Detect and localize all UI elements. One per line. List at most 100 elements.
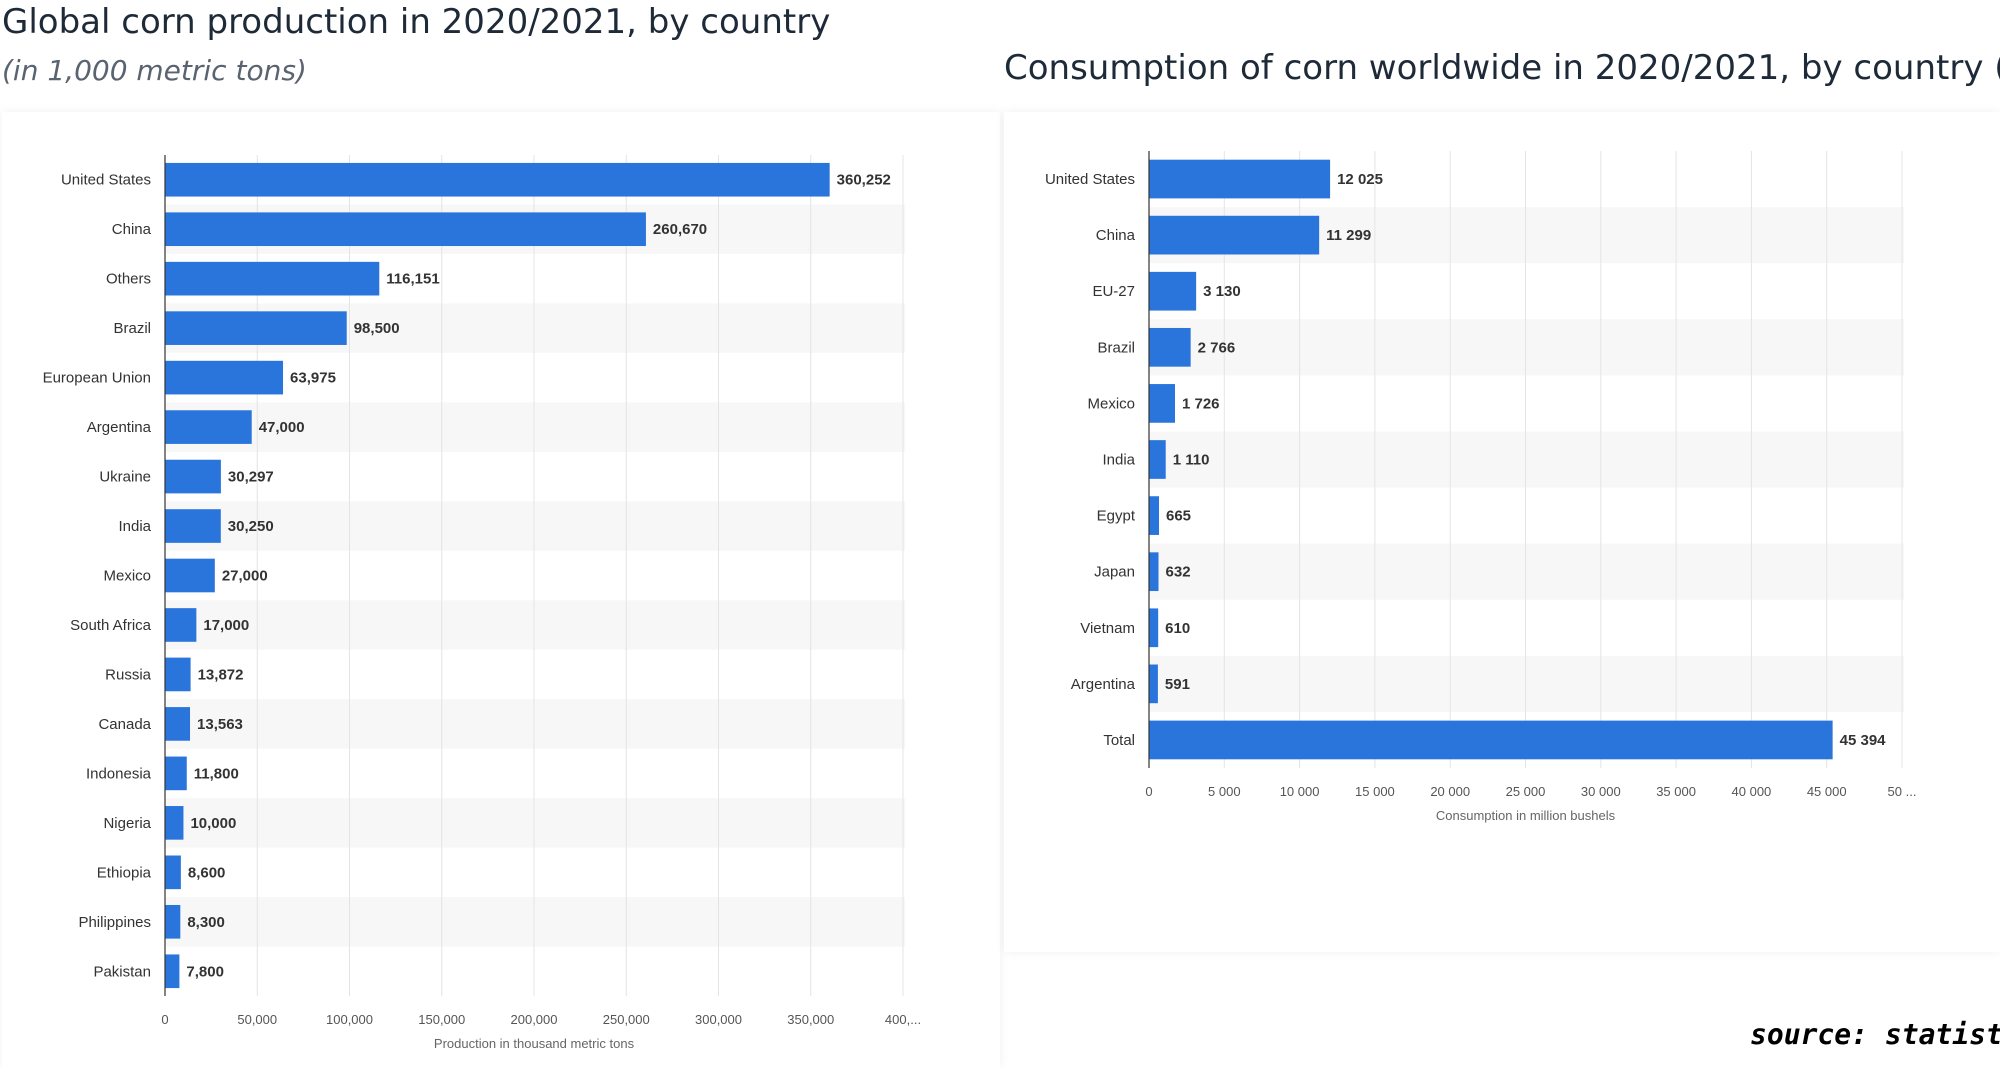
production-category-label: South Africa xyxy=(70,617,152,634)
production-category-label: Ukraine xyxy=(99,469,151,486)
consumption-value-label: 1 726 xyxy=(1182,395,1220,412)
consumption-category-label: India xyxy=(1102,452,1135,469)
production-bar xyxy=(165,657,191,692)
consumption-tick-label: 0 xyxy=(1145,784,1152,799)
production-bar xyxy=(165,509,221,543)
consumption-value-label: 3 130 xyxy=(1203,283,1241,300)
consumption-bar xyxy=(1149,384,1175,423)
production-bar xyxy=(165,261,380,296)
consumption-axis-title: Consumption in million bushels xyxy=(1436,808,1616,823)
consumption-tick-label: 15 000 xyxy=(1355,784,1395,799)
production-value-label: 13,563 xyxy=(197,716,243,733)
consumption-band xyxy=(1149,543,1904,600)
production-value-label: 27,000 xyxy=(222,568,268,585)
consumption-tick-label: 30 000 xyxy=(1581,784,1621,799)
production-bar xyxy=(165,360,284,395)
production-tick-label: 0 xyxy=(161,1012,168,1027)
production-category-label: European Union xyxy=(43,370,151,387)
production-value-label: 10,000 xyxy=(190,815,236,832)
production-category-label: Canada xyxy=(98,716,151,733)
production-bar xyxy=(165,707,191,741)
production-tick-label: 200,000 xyxy=(511,1012,558,1027)
consumption-category-label: China xyxy=(1096,227,1136,244)
production-category-label: Russia xyxy=(105,666,152,683)
consumption-value-label: 591 xyxy=(1165,676,1190,693)
consumption-category-label: Mexico xyxy=(1087,395,1135,412)
production-band xyxy=(165,402,905,452)
production-category-label: Nigeria xyxy=(103,815,151,832)
production-bar xyxy=(165,311,347,345)
production-category-label: Others xyxy=(106,271,151,288)
consumption-bar xyxy=(1149,215,1320,255)
production-category-label: Mexico xyxy=(103,568,151,585)
production-tick-label: 50,000 xyxy=(237,1012,277,1027)
consumption-value-label: 1 110 xyxy=(1173,452,1210,469)
production-value-label: 30,297 xyxy=(228,469,274,486)
production-value-label: 8,300 xyxy=(187,914,225,931)
consumption-bar-chart: 0 5 000 10 000 15 000 20 000 25 000 30 000 35 0… xyxy=(1045,151,1916,823)
consumption-category-label: EU-27 xyxy=(1092,283,1135,300)
production-tick-label: 150,000 xyxy=(418,1012,465,1027)
production-bar xyxy=(165,855,181,890)
production-bar xyxy=(165,212,646,247)
production-value-label: 260,670 xyxy=(653,221,707,238)
production-tick-label: 300,000 xyxy=(695,1012,742,1027)
production-tick-label: 100,000 xyxy=(326,1012,373,1027)
production-category-label: China xyxy=(112,221,152,238)
production-bar xyxy=(165,558,215,593)
consumption-bar xyxy=(1149,552,1159,592)
consumption-category-label: Argentina xyxy=(1071,676,1136,693)
production-band xyxy=(165,600,905,650)
consumption-tick-label: 5 000 xyxy=(1208,784,1241,799)
production-category-label: Indonesia xyxy=(86,765,152,782)
consumption-bar xyxy=(1149,496,1160,535)
consumption-bar xyxy=(1149,159,1331,199)
consumption-chart-panel: 0 5 000 10 000 15 000 20 000 25 000 30 000 35 0… xyxy=(1004,112,2000,952)
consumption-value-label: 665 xyxy=(1166,508,1191,525)
consumption-bar xyxy=(1149,664,1158,704)
consumption-value-label: 610 xyxy=(1165,620,1190,637)
production-band xyxy=(165,699,905,749)
production-value-label: 8,600 xyxy=(188,864,226,881)
consumption-category-label: Total xyxy=(1103,732,1135,749)
consumption-tick-label: 45 000 xyxy=(1807,784,1847,799)
consumption-tick-label: 40 000 xyxy=(1732,784,1772,799)
consumption-bar xyxy=(1149,271,1197,311)
production-chart-panel: 0 50,000 100,000 150,000 200,000 250,000 300,0… xyxy=(2,112,1000,1068)
consumption-category-label: United States xyxy=(1045,171,1135,188)
consumption-category-label: Japan xyxy=(1094,564,1135,581)
consumption-tick-label: 25 000 xyxy=(1506,784,1546,799)
production-value-label: 98,500 xyxy=(354,320,400,337)
production-tick-label: 350,000 xyxy=(787,1012,834,1027)
production-bar xyxy=(165,904,181,939)
production-value-label: 360,252 xyxy=(837,172,891,189)
production-category-label: Argentina xyxy=(87,419,152,436)
consumption-bar xyxy=(1149,327,1191,367)
production-category-label: India xyxy=(118,518,151,535)
production-bar xyxy=(165,806,184,840)
production-bar xyxy=(165,459,221,494)
production-category-label: Brazil xyxy=(113,320,151,337)
production-category-label: United States xyxy=(61,172,151,189)
consumption-tick-label: 20 000 xyxy=(1430,784,1470,799)
consumption-value-label: 2 766 xyxy=(1198,339,1236,356)
consumption-bar xyxy=(1149,608,1159,648)
consumption-value-label: 11 299 xyxy=(1326,227,1371,244)
production-bar xyxy=(165,608,197,642)
consumption-value-label: 12 025 xyxy=(1337,171,1383,188)
production-band xyxy=(165,897,905,947)
production-category-label: Philippines xyxy=(78,914,151,931)
production-value-label: 47,000 xyxy=(259,419,305,436)
chart-title-consumption: Consumption of corn worldwide in 2020/20… xyxy=(1004,48,2000,88)
production-bar xyxy=(165,410,252,444)
production-value-label: 30,250 xyxy=(228,518,274,535)
chart-title-production: Global corn production in 2020/2021, by … xyxy=(2,2,831,42)
production-value-label: 13,872 xyxy=(198,666,244,683)
production-value-label: 116,151 xyxy=(386,271,439,288)
consumption-category-label: Brazil xyxy=(1097,339,1135,356)
production-tick-label: 250,000 xyxy=(603,1012,650,1027)
consumption-value-label: 632 xyxy=(1166,564,1191,581)
production-band xyxy=(165,501,905,551)
production-value-label: 7,800 xyxy=(186,963,224,980)
consumption-bar xyxy=(1149,720,1833,760)
